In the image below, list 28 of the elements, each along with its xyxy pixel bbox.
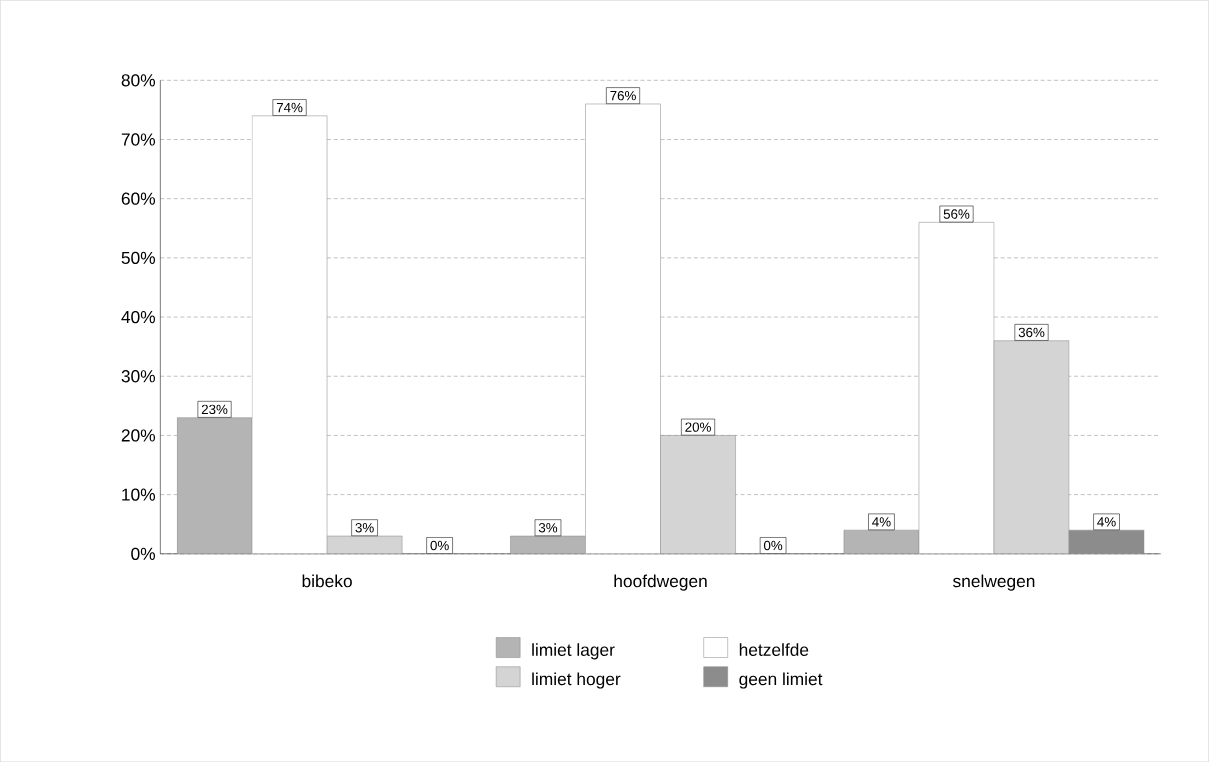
legend-label: geen limiet <box>739 672 823 689</box>
x-tick-label: hoofdwegen <box>614 574 707 591</box>
data-label: 0% <box>763 540 783 551</box>
y-tick-label: 0% <box>131 547 156 560</box>
data-label: 3% <box>538 522 558 533</box>
legend-label: limiet hoger <box>532 672 621 689</box>
y-tick-label: 80% <box>121 74 156 87</box>
data-label: 0% <box>430 540 449 551</box>
y-tick-label: 30% <box>121 370 156 383</box>
data-label: 20% <box>685 422 711 432</box>
data-label: 74% <box>276 102 303 113</box>
y-tick-label: 20% <box>121 429 156 442</box>
data-label: 36% <box>1018 327 1045 338</box>
y-tick-label: 40% <box>121 310 156 324</box>
data-label: 4% <box>1097 517 1116 527</box>
data-label: 3% <box>355 522 374 533</box>
y-tick-label: 70% <box>121 133 156 146</box>
legend-label: limiet lager <box>532 643 615 660</box>
data-label: 23% <box>201 404 228 414</box>
y-tick-label: 60% <box>121 192 156 205</box>
data-label: 56% <box>943 209 970 219</box>
y-tick-label: 10% <box>122 488 156 501</box>
x-tick-label: snelwegen <box>953 574 1035 591</box>
data-label: 4% <box>872 517 891 527</box>
legend-label: hetzelfde <box>739 643 809 656</box>
data-label: 76% <box>610 90 636 101</box>
y-tick-label: 50% <box>121 251 156 264</box>
x-tick-label: bibeko <box>302 574 352 588</box>
